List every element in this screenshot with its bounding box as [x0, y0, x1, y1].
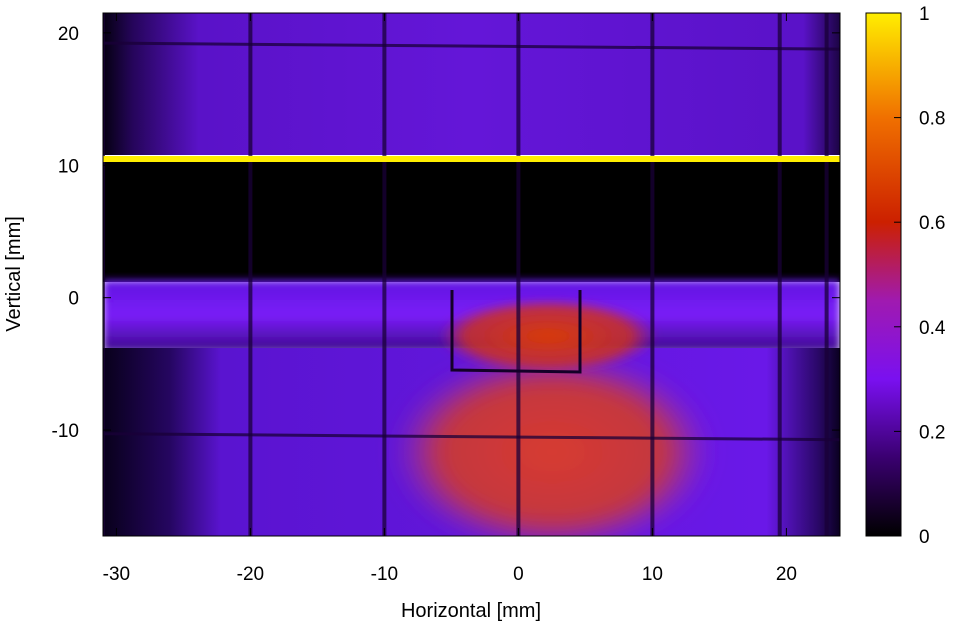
heatmap-image	[103, 13, 840, 536]
colorbar-tick-label: 0.8	[919, 109, 945, 130]
colorbar-tick-label: 0.4	[919, 318, 946, 339]
x-axis: -30 -20 -10 0 10 20	[103, 13, 797, 585]
plot-frame	[102, 12, 841, 537]
colorbar-axis: 0 0.2 0.4 0.6 0.8 1	[894, 4, 946, 548]
wire-horizontal-1	[103, 432, 840, 442]
y-tick-label: 10	[58, 156, 79, 177]
wire-horizontal-0	[103, 41, 840, 51]
x-tick-label: -10	[371, 564, 398, 585]
colorbar-tick-label: 1	[919, 4, 930, 25]
hot-spot-upper	[438, 298, 658, 374]
x-tick-label: -20	[237, 564, 264, 585]
x-tick-label: 0	[513, 564, 524, 585]
target-frame	[450, 290, 582, 374]
y-tick-label: 0	[68, 289, 79, 310]
grid-wire-shadows	[103, 13, 840, 536]
colorbar-tick-label: 0.6	[919, 213, 945, 234]
bright-stripe	[103, 156, 840, 162]
x-tick-label: -30	[103, 564, 130, 585]
y-axis-label: Vertical [mm]	[3, 216, 25, 332]
x-tick-label: 20	[776, 564, 797, 585]
region-dark-band	[103, 162, 840, 282]
x-axis-label: Horizontal [mm]	[401, 600, 541, 622]
x-tick-label: 10	[642, 564, 663, 585]
colorbar-tick-label: 0.2	[919, 422, 945, 443]
colorbar-tick-label: 0	[919, 527, 930, 548]
y-tick-label: -10	[52, 421, 79, 442]
y-axis: -10 0 10 20	[52, 24, 840, 442]
hot-spot-lower	[392, 352, 712, 536]
colorbar	[865, 12, 902, 537]
region-upper-band	[103, 13, 840, 155]
y-tick-label: 20	[58, 24, 79, 45]
